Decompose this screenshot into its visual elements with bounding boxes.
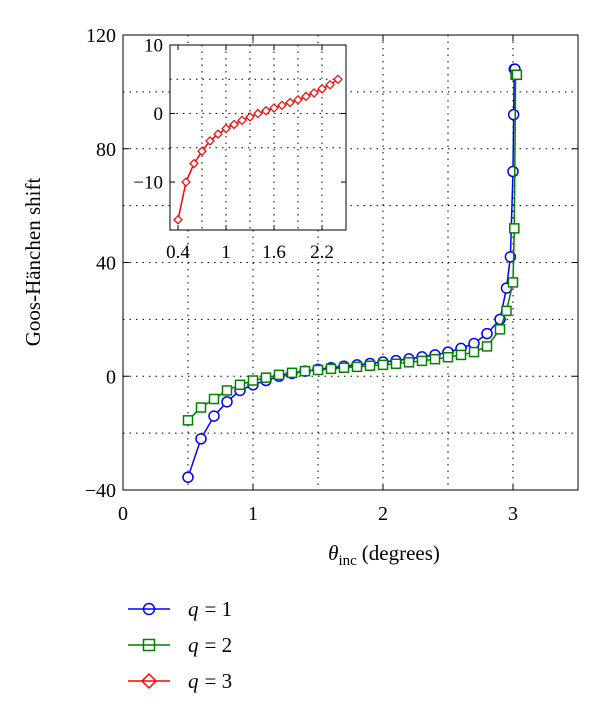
data-point [338,362,350,373]
inset-data-point [293,94,303,105]
inset-data-point [245,112,255,122]
x-tick-label: 0 [118,503,128,525]
data-point [208,393,220,405]
inset-x-tick-label: 2.2 [310,242,334,263]
y-tick-label: 0 [106,366,116,388]
data-point [468,346,480,358]
data-point [416,355,428,367]
legend-item-q2: q = 2 [128,633,232,657]
data-point [364,360,376,371]
data-point [455,349,467,361]
inset-plot-frame [169,44,347,231]
inset-data-point [325,79,335,90]
data-point [501,305,512,317]
inset-data-point [173,214,183,225]
legend-item-q3: q = 3 [128,669,232,693]
inset-data-point [261,105,271,116]
x-axis-label-unit: (degrees) [362,541,440,565]
y-tick-label: −40 [85,480,116,502]
data-point [208,410,220,422]
legend-label-q2: q = 2 [188,633,232,657]
legend-label-q3: q = 3 [188,669,232,693]
inset-data-point [333,74,343,85]
legend-var-q2: q [188,633,199,657]
inset-data-point [229,119,239,130]
inset-plot-background [170,45,346,230]
data-point [182,415,194,426]
inset-y-tick-label: 0 [154,104,164,125]
inset-data-point [253,108,263,119]
data-point [494,324,506,335]
x-axis-label-subscript: inc [338,553,357,569]
inset-plot: 0.4 1 1.6 2.2 −10 0 10 [133,36,347,263]
legend: q = 1 q = 2 q = 3 [128,597,232,693]
x-axis-label-symbol: θ [328,541,338,565]
inset-data-point [317,84,327,94]
legend-val-q3: = 3 [205,669,233,693]
y-tick-label: 80 [96,139,116,161]
x-tick-label: 2 [378,503,388,525]
inset-data-point [301,91,311,102]
legend-marker-q2 [142,638,156,652]
legend-var-q3: q [188,669,199,693]
data-point [260,372,272,383]
legend-item-q1: q = 1 [128,597,232,621]
inset-data-point [205,136,215,146]
data-point [507,165,519,178]
data-point [195,402,207,413]
data-point [182,471,194,483]
inset-data-point [197,146,207,157]
data-point [511,69,523,81]
legend-val-q2: = 2 [205,633,233,657]
data-point [195,433,207,445]
data-point [221,385,233,396]
x-axis-label: θinc (degrees) [328,541,440,569]
legend-label-q1: q = 1 [188,597,232,621]
y-axis-label: Goos-Hänchen shift [21,178,45,347]
data-point [403,357,415,368]
data-point [286,367,298,379]
data-point [481,327,493,340]
inset-x-tick-label: 1 [221,242,231,263]
inset-data-point [221,123,231,134]
y-tick-label: 120 [86,25,116,47]
data-point [299,365,311,377]
data-point [429,353,441,365]
data-point [507,108,520,121]
legend-val-q1: = 1 [205,597,233,621]
inset-data-point [237,115,247,126]
legend-marker-q1 [142,602,156,616]
data-point [247,375,259,386]
data-point [481,341,493,352]
inset-data-point [309,88,319,98]
x-tick-label: 1 [248,503,258,525]
inset-data-point [277,100,287,111]
data-point [442,351,454,363]
data-point [312,364,324,376]
data-point [273,369,285,381]
inset-data-point [189,158,199,169]
data-point [509,223,520,234]
inset-y-tick-label: 10 [144,36,163,57]
data-point [390,358,402,369]
inset-y-tick-label: −10 [133,173,163,194]
x-tick-label: 3 [508,503,518,525]
inset-data-point [285,97,295,108]
inset-data-point [269,103,279,113]
inset-data-point [181,177,191,187]
data-point [377,359,389,371]
data-point [234,379,246,391]
y-tick-label: 40 [96,253,116,275]
data-point [507,277,519,288]
data-point [325,363,337,375]
inset-x-tick-label: 0.4 [166,242,190,263]
data-point [221,396,233,408]
legend-marker-q3 [140,672,158,690]
legend-var-q1: q [188,597,199,621]
inset-data-point [213,129,223,139]
data-point [351,361,363,373]
inset-x-tick-label: 1.6 [262,242,286,263]
